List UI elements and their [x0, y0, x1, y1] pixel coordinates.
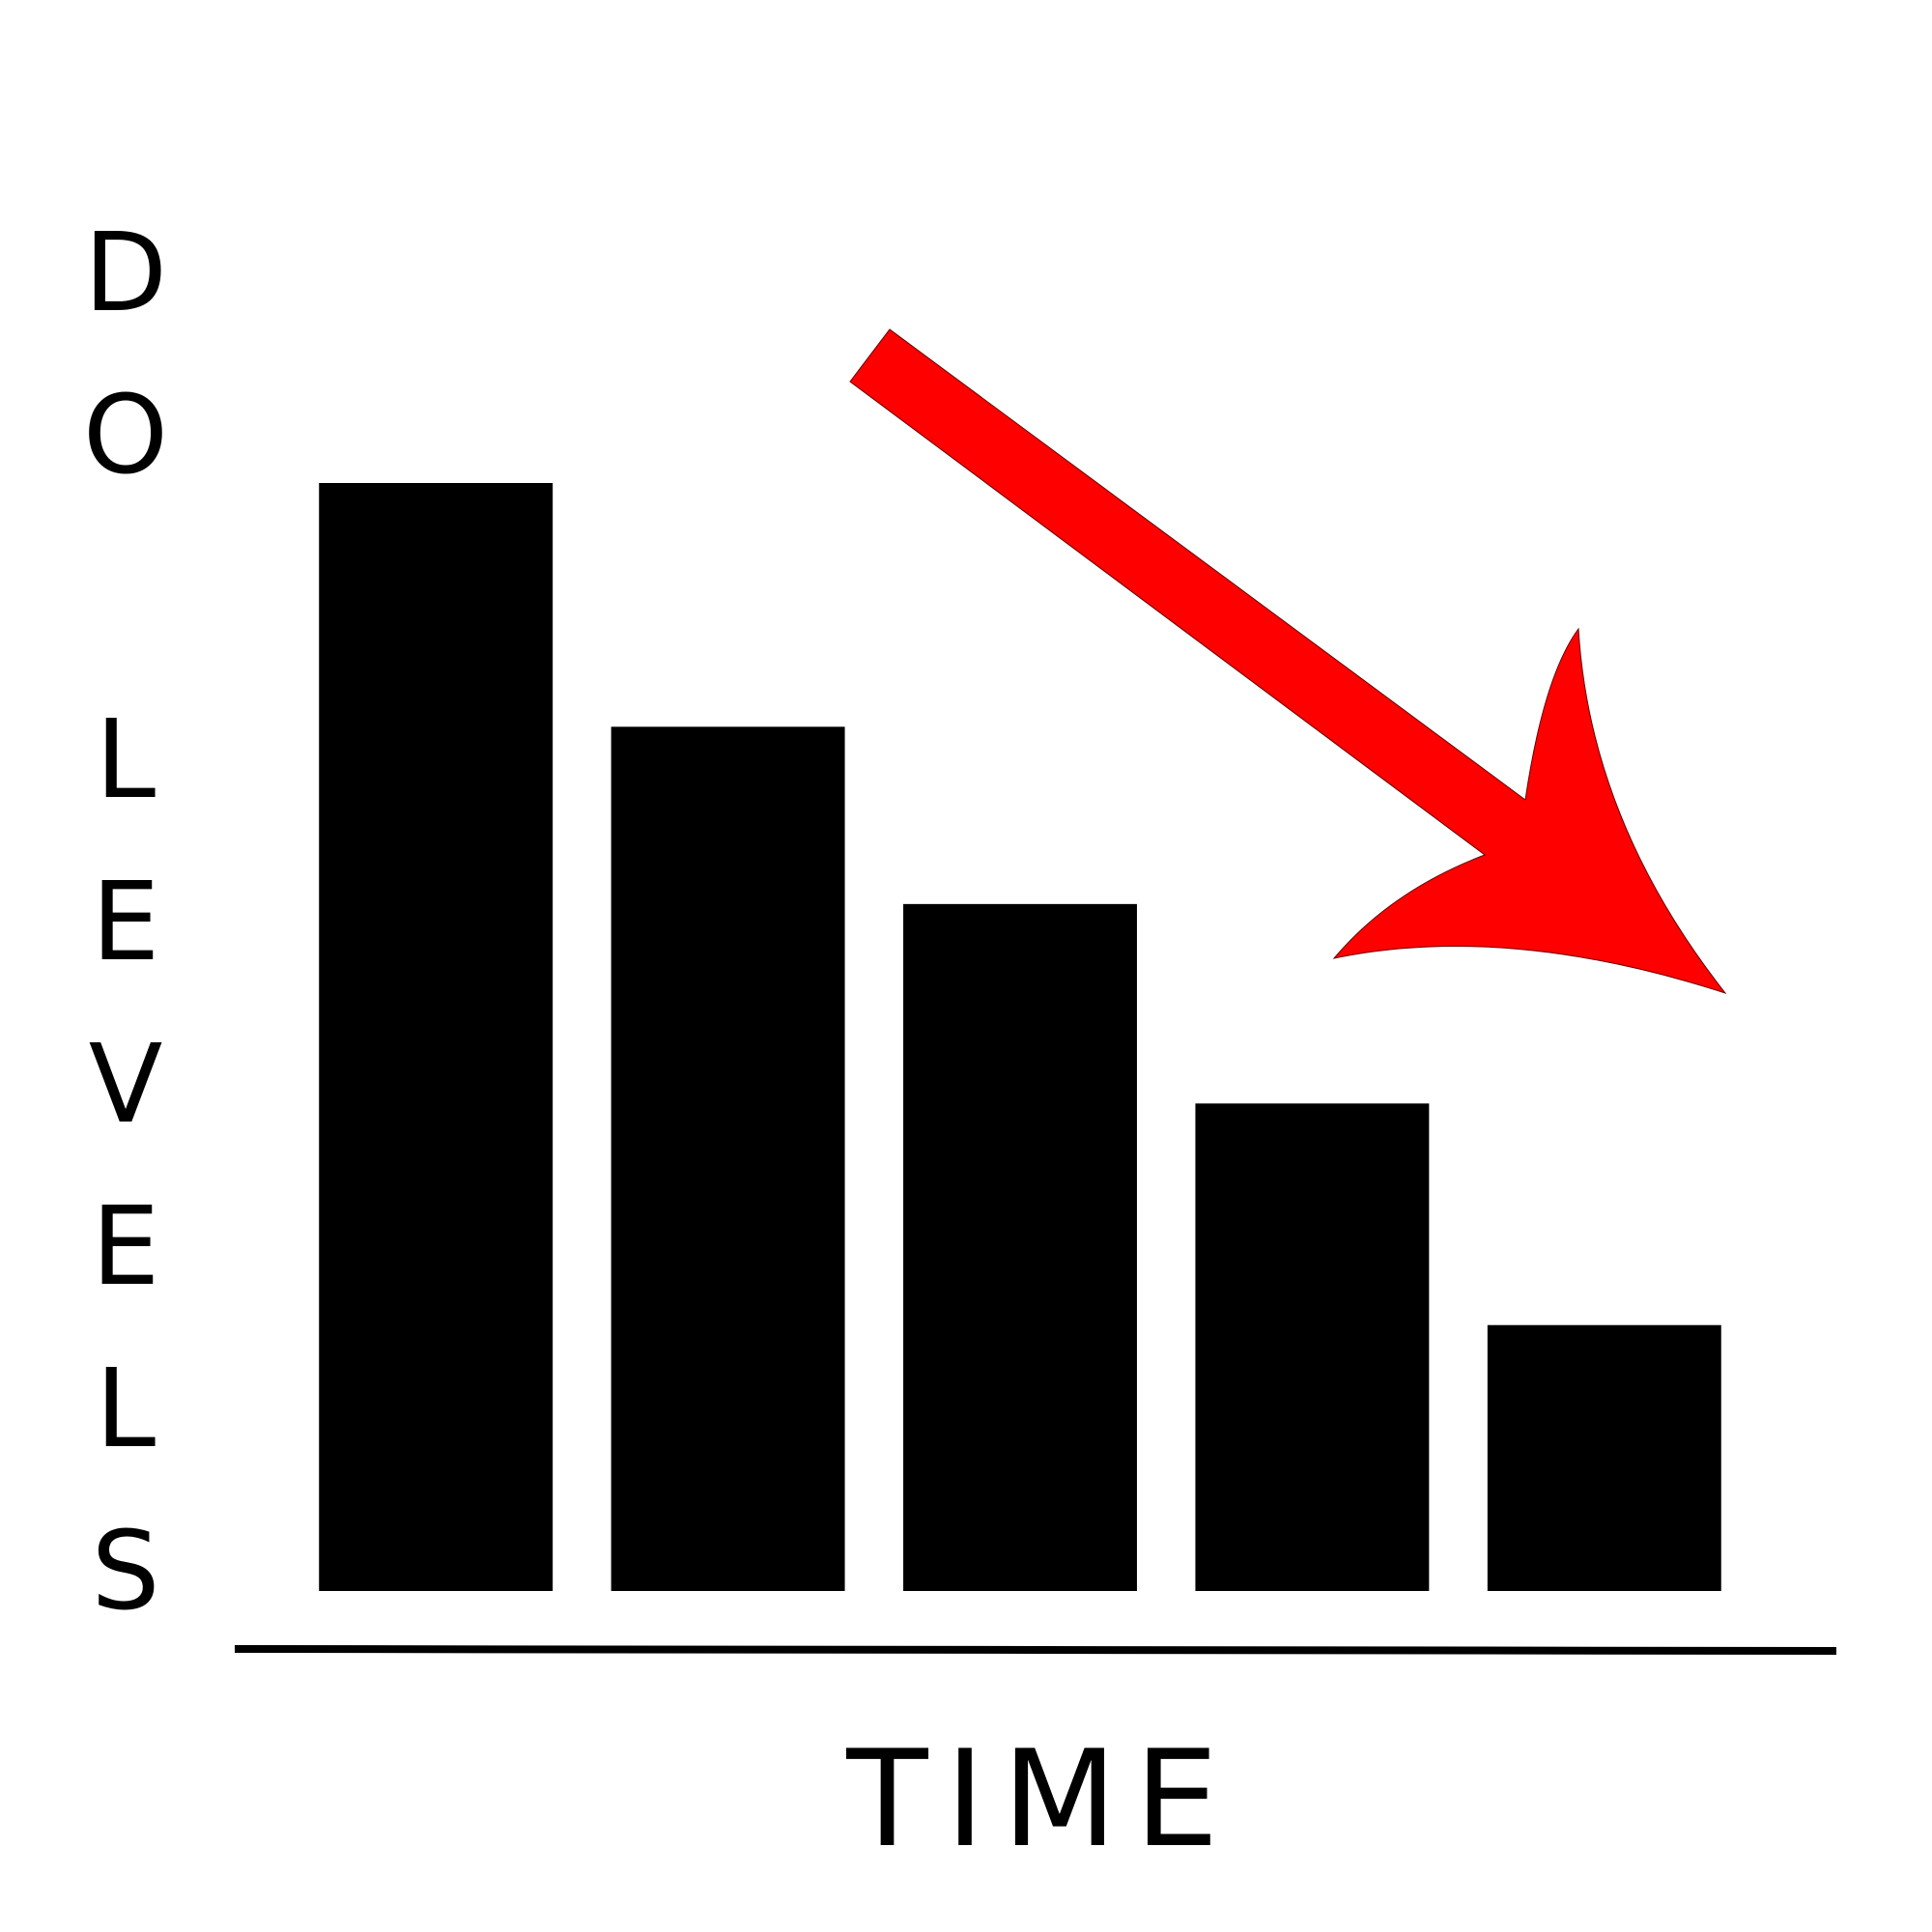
bar [611, 726, 845, 1591]
bar [903, 903, 1137, 1591]
bar [319, 483, 554, 1591]
trend-arrow [849, 328, 1727, 994]
x-axis-label: TIME [845, 1721, 1236, 1877]
bar [1487, 1324, 1721, 1591]
y-axis-label: DO LEVELS [63, 211, 188, 1671]
x-axis-line [234, 1645, 1837, 1655]
bar [1195, 1103, 1430, 1591]
